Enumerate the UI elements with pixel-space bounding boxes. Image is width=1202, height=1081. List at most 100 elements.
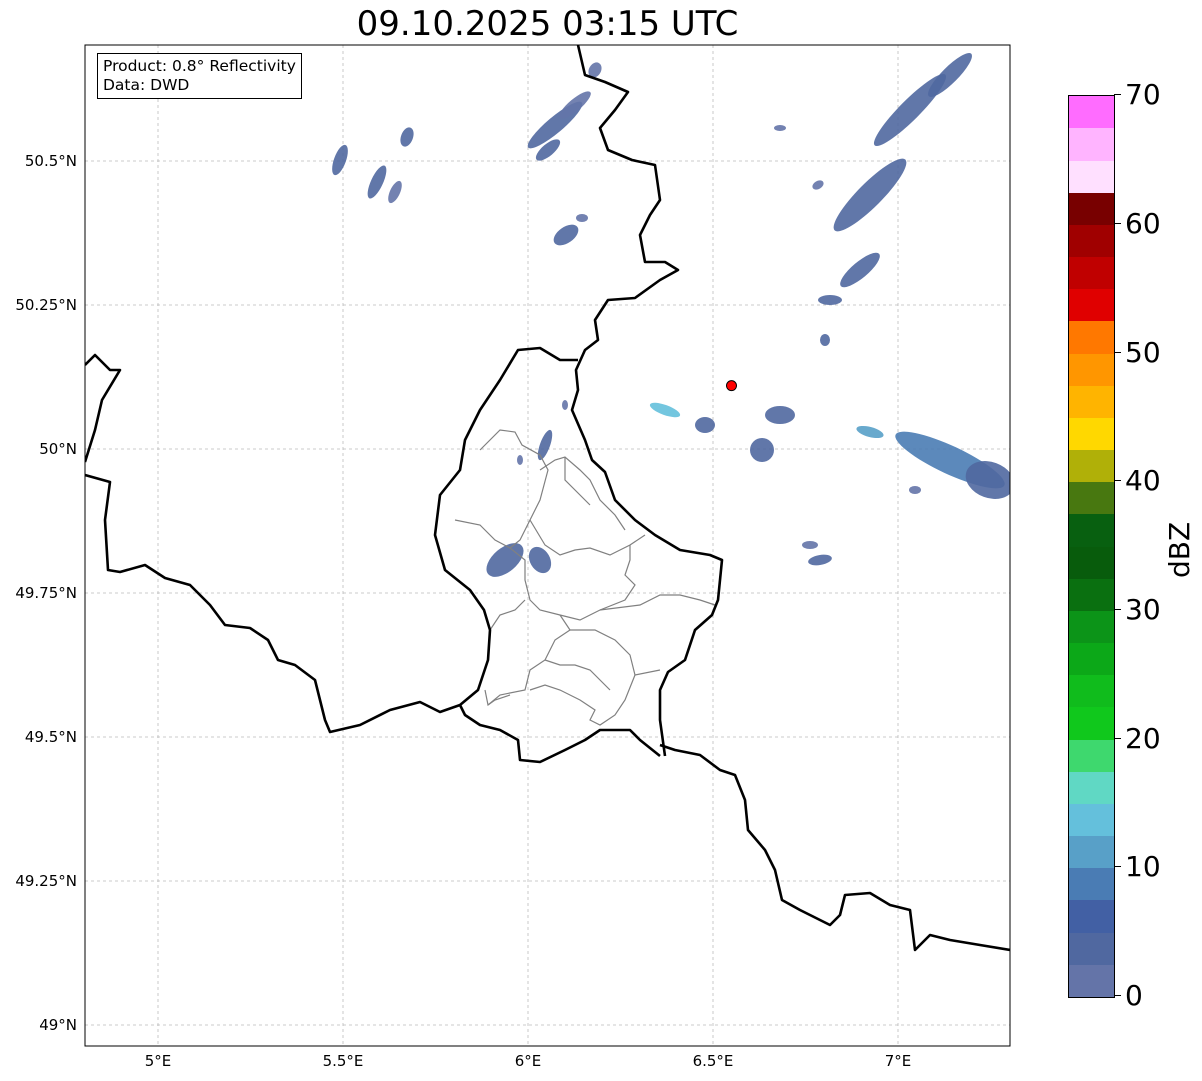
- map-frame: [84, 44, 1011, 1047]
- colorbar-bin: [1069, 514, 1114, 547]
- lat-tick-label: 49.75°N: [15, 584, 77, 602]
- radar-echo: [517, 455, 523, 465]
- data-source-label: Data: DWD: [103, 76, 190, 94]
- colorbar-bin: [1069, 643, 1114, 676]
- colorbar-bin: [1069, 868, 1114, 901]
- product-label: Product: 0.8° Reflectivity: [103, 57, 296, 75]
- colorbar-bin: [1069, 803, 1114, 837]
- gridlines: [85, 45, 1010, 1046]
- colorbar-bin: [1069, 160, 1114, 193]
- radar-echo: [909, 486, 921, 494]
- lat-tick-label: 50.25°N: [15, 296, 77, 314]
- radar-echo: [695, 417, 715, 433]
- colorbar-bin: [1069, 610, 1114, 644]
- radar-echo: [367, 165, 387, 199]
- colorbar-bin: [1069, 964, 1114, 997]
- axis-ticks: 5°E 5.5°E 6°E 6.5°E 7°E 49°N 49.25°N 49.5°N 49.7…: [15, 152, 911, 1070]
- radar-echo: [812, 180, 824, 190]
- colorbar-bin: [1069, 836, 1114, 869]
- lat-tick-label: 49.5°N: [25, 728, 77, 746]
- map-title: 09.10.2025 03:15 UTC: [356, 4, 739, 44]
- lat-tick-label: 50.5°N: [25, 152, 77, 170]
- radar-echo: [332, 144, 348, 176]
- colorbar-tick-label: 30: [1125, 592, 1161, 626]
- colorbar-bin: [1069, 578, 1114, 611]
- colorbar-tick: 70: [1114, 81, 1161, 109]
- colorbar-tick: 10: [1114, 853, 1161, 881]
- colorbar-bin: [1069, 224, 1114, 258]
- radar-echo: [820, 334, 830, 346]
- radar-echo: [537, 429, 553, 461]
- colorbar-bin: [1069, 96, 1114, 129]
- country-borders: [85, 45, 1010, 952]
- colorbar-tick: 50: [1114, 335, 1161, 369]
- colorbar-tick-label: 60: [1125, 206, 1161, 240]
- colorbar-tick-label: 70: [1125, 78, 1161, 112]
- radar-echo: [833, 158, 907, 232]
- radar-echo: [965, 461, 1010, 499]
- radar-echo: [802, 541, 818, 549]
- colorbar-tick: 60: [1114, 206, 1161, 240]
- radar-echoes: [332, 53, 1010, 577]
- lon-tick-label: 5.5°E: [323, 1052, 364, 1070]
- colorbar-bin: [1069, 257, 1114, 290]
- colorbar-bin: [1069, 771, 1114, 804]
- colorbar-tick: 0: [1114, 982, 1143, 1010]
- colorbar-tick-label: 0: [1125, 979, 1143, 1012]
- lon-tick-label: 6.5°E: [693, 1052, 734, 1070]
- colorbar-bin: [1069, 482, 1114, 515]
- lat-tick-label: 49°N: [39, 1016, 77, 1034]
- colorbar-bin: [1069, 739, 1114, 772]
- radar-echo: [873, 73, 947, 147]
- radar-echo: [808, 554, 832, 566]
- radar-echo: [535, 139, 561, 161]
- radar-echo: [649, 402, 681, 418]
- colorbar-bin: [1069, 546, 1114, 579]
- colorbar-bin: [1069, 417, 1114, 451]
- radar-echo: [553, 224, 579, 246]
- colorbar-bin: [1069, 900, 1114, 933]
- radar-site-marker: [726, 380, 737, 392]
- lon-tick-label: 5°E: [145, 1052, 172, 1070]
- colorbar-bin: [1069, 450, 1114, 483]
- radar-echo: [588, 62, 602, 78]
- radar-echo: [562, 400, 568, 410]
- radar-echo: [486, 543, 524, 577]
- radar-echo: [765, 406, 795, 424]
- colorbar-bin: [1069, 707, 1114, 740]
- lat-tick-label: 49.25°N: [15, 872, 77, 890]
- colorbar-bin: [1069, 353, 1114, 386]
- lon-tick-label: 6°E: [515, 1052, 542, 1070]
- radar-echo: [576, 214, 588, 222]
- colorbar-tick-label: 10: [1125, 850, 1161, 884]
- radar-echo: [774, 125, 786, 131]
- info-box: Product: 0.8° Reflectivity Data: DWD: [97, 53, 302, 99]
- colorbar-tick: 40: [1114, 467, 1161, 495]
- colorbar-bin: [1069, 128, 1114, 161]
- colorbar-label: dBZ: [1163, 521, 1196, 578]
- radar-echo: [559, 91, 591, 119]
- radar-echo: [750, 438, 774, 462]
- radar-echo: [856, 425, 884, 439]
- radar-echo: [928, 53, 972, 97]
- lon-tick-label: 7°E: [885, 1052, 912, 1070]
- colorbar-bin: [1069, 321, 1114, 354]
- colorbar-tick-label: 40: [1125, 464, 1161, 498]
- radar-echo: [528, 546, 552, 574]
- colorbar-bin: [1069, 385, 1114, 418]
- colorbar-tick-label: 50: [1125, 335, 1161, 369]
- colorbar-bin: [1069, 289, 1114, 322]
- radar-echo: [388, 180, 402, 204]
- colorbar-bin: [1069, 192, 1114, 225]
- district-boundaries: [454, 429, 716, 726]
- colorbar: [1068, 95, 1115, 998]
- colorbar-tick: 20: [1114, 721, 1161, 755]
- radar-echo: [818, 295, 842, 305]
- lat-tick-label: 50°N: [39, 440, 77, 458]
- colorbar-bin: [1069, 932, 1114, 965]
- colorbar-bin: [1069, 675, 1114, 708]
- radar-echo: [400, 127, 414, 147]
- radar-echo: [840, 252, 880, 288]
- colorbar-tick-label: 20: [1125, 721, 1161, 755]
